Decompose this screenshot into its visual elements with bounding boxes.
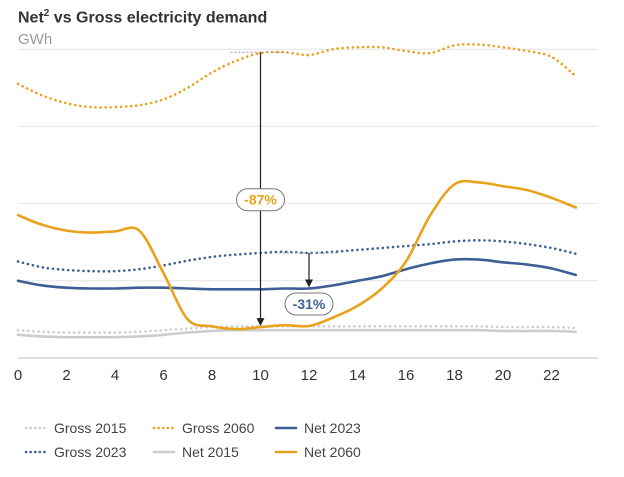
legend-swatch: [274, 450, 298, 454]
x-tick-label: 10: [252, 367, 269, 384]
x-tick-label: 14: [349, 367, 366, 384]
legend-item-net-2015: Net 2015: [152, 444, 239, 460]
x-tick-label: 2: [62, 367, 70, 384]
x-tick-label: 16: [398, 367, 415, 384]
legend-item-gross-2060: Gross 2060: [152, 420, 254, 436]
legend-label: Net 2015: [182, 444, 239, 460]
series-line-gross-2015: [16, 324, 578, 334]
legend-swatch: [152, 426, 176, 430]
x-tick-label: 22: [543, 367, 560, 384]
legend-label: Gross 2023: [54, 444, 127, 460]
x-tick-label: 4: [111, 367, 119, 384]
legend-label: Net 2023: [304, 420, 361, 436]
chart-title: Net2 vs Gross electricity demand: [18, 8, 268, 27]
x-tick-label: 18: [446, 367, 463, 384]
series-line-net-2060: [16, 179, 578, 331]
annotation-1-badge: [236, 188, 285, 212]
legend-swatch: [152, 450, 176, 454]
legend-label: Gross 2060: [182, 420, 255, 436]
series-line-net-2023: [16, 257, 578, 291]
annotation-2-label: -31%: [293, 296, 326, 312]
annotation-1-arrowhead: [256, 318, 265, 327]
x-tick-label: 12: [301, 367, 318, 384]
legend-item-net-2060: Net 2060: [274, 444, 361, 460]
legend-item-gross-2015: Gross 2015: [24, 420, 126, 436]
series-line-net-2015: [16, 328, 578, 339]
annotation-2-arrowhead: [305, 279, 313, 288]
legend-item-gross-2023: Gross 2023: [24, 444, 126, 460]
chart-subtitle: GWh: [18, 31, 53, 48]
annotation-2-badge: [284, 292, 334, 316]
annotation-1-label: -87%: [244, 192, 277, 208]
legend-swatch: [24, 426, 48, 430]
x-axis-ticks: 0 2 4 6 8 10 12 14 16 18 20 22: [14, 367, 560, 384]
series-line-gross-2060: [16, 42, 578, 109]
legend-swatch: [24, 450, 48, 454]
x-tick-label: 0: [14, 367, 22, 384]
annotations: -87% -31%: [230, 51, 339, 327]
chart-plot: -87% -31% 0 2 4 6 8 10 12 14 16 18 20 22: [14, 42, 598, 384]
legend-label: Gross 2015: [54, 420, 127, 436]
x-tick-label: 20: [495, 367, 512, 384]
legend-item-net-2023: Net 2023: [274, 420, 361, 436]
series-line-gross-2023: [16, 238, 578, 273]
series-lines: [16, 42, 578, 339]
x-tick-label: 8: [208, 367, 216, 384]
x-tick-label: 6: [159, 367, 167, 384]
legend-label: Net 2060: [304, 444, 361, 460]
legend-swatch: [274, 426, 298, 430]
